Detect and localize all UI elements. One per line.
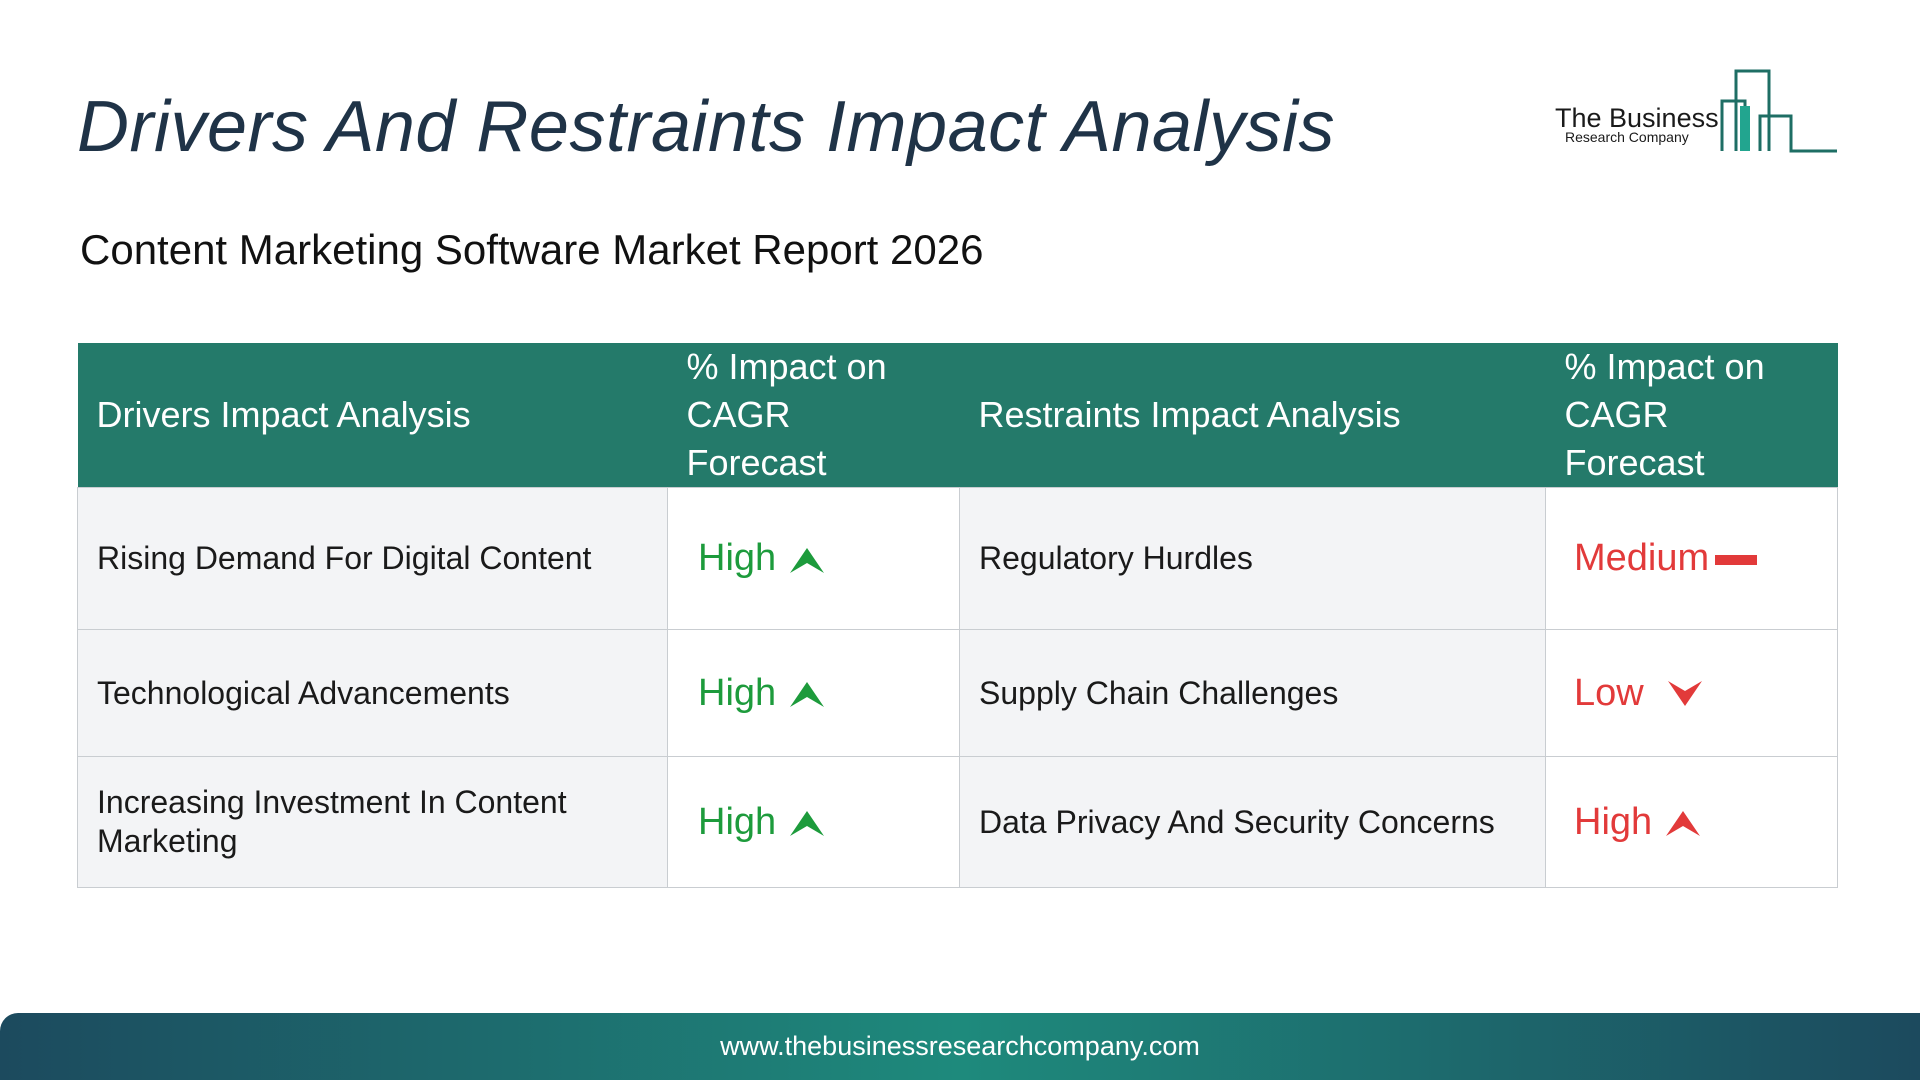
footer-url[interactable]: www.thebusinessresearchcompany.com [720, 1031, 1200, 1061]
restraint: Data Privacy And Security Concerns [959, 756, 1546, 888]
row: Increasing Investment In Content Marketi… [77, 756, 1838, 888]
logo: The Business Research Company [1555, 66, 1837, 156]
restraint-impact: High [1545, 756, 1838, 888]
up-arrow [790, 682, 825, 708]
driver: Rising Demand For Digital Content [77, 487, 668, 630]
column-header: Drivers Impact Analysis [77, 343, 668, 488]
restraint-text: Supply Chain Challenges [979, 674, 1339, 711]
impact-text: Low [1574, 671, 1644, 714]
column-header: % Impact on CAGR Forecast [667, 343, 960, 488]
restraint-text: Data Privacy And Security Concerns [979, 803, 1495, 840]
logo-name: The Business [1555, 103, 1719, 133]
up-arrow [1666, 811, 1701, 837]
driver-text: Increasing Investment In Content Marketi… [97, 784, 567, 859]
logo-graphic [1720, 69, 1837, 153]
driver-text: Rising Demand For Digital Content [97, 540, 592, 576]
impact-text: Medium [1574, 537, 1710, 579]
restraint: Supply Chain Challenges [959, 629, 1546, 757]
driver-impact: High [667, 629, 960, 757]
column-header: % Impact on CAGR Forecast [1545, 343, 1838, 488]
logo-tagline: Research Company [1565, 129, 1689, 145]
restraint: Regulatory Hurdles [959, 487, 1546, 630]
driver-text: Technological Advancements [97, 674, 510, 711]
impact-text: High [698, 800, 777, 843]
driver-impact: High [667, 487, 960, 630]
driver: Increasing Investment In Content Marketi… [77, 756, 668, 888]
title: Drivers And Restraints Impact Analysis [77, 87, 1336, 167]
header-row: Drivers Impact Analysis % Impact on CAGR… [77, 343, 1838, 488]
column-header: Restraints Impact Analysis [959, 343, 1546, 488]
impact-text: High [698, 537, 777, 579]
impact-text: High [1574, 800, 1653, 843]
row: Rising Demand For Digital Content High R… [77, 487, 1838, 630]
subtitle: Content Marketing Software Market Report… [80, 226, 984, 273]
restraint-impact: Low [1545, 629, 1838, 757]
up-arrow [790, 547, 825, 573]
up-arrow [790, 811, 825, 837]
footer: www.thebusinessresearchcompany.com [0, 1013, 1920, 1080]
down-arrow [1667, 681, 1702, 707]
row: Technological Advancements High Supply C… [77, 629, 1838, 757]
dash-icon [1715, 554, 1758, 565]
driver: Technological Advancements [77, 629, 668, 757]
restraint-impact: Medium [1545, 487, 1838, 630]
impact-table: Drivers Impact Analysis % Impact on CAGR… [77, 343, 1838, 888]
impact-text: High [698, 671, 777, 714]
driver-impact: High [667, 756, 960, 888]
restraint-text: Regulatory Hurdles [979, 540, 1253, 576]
